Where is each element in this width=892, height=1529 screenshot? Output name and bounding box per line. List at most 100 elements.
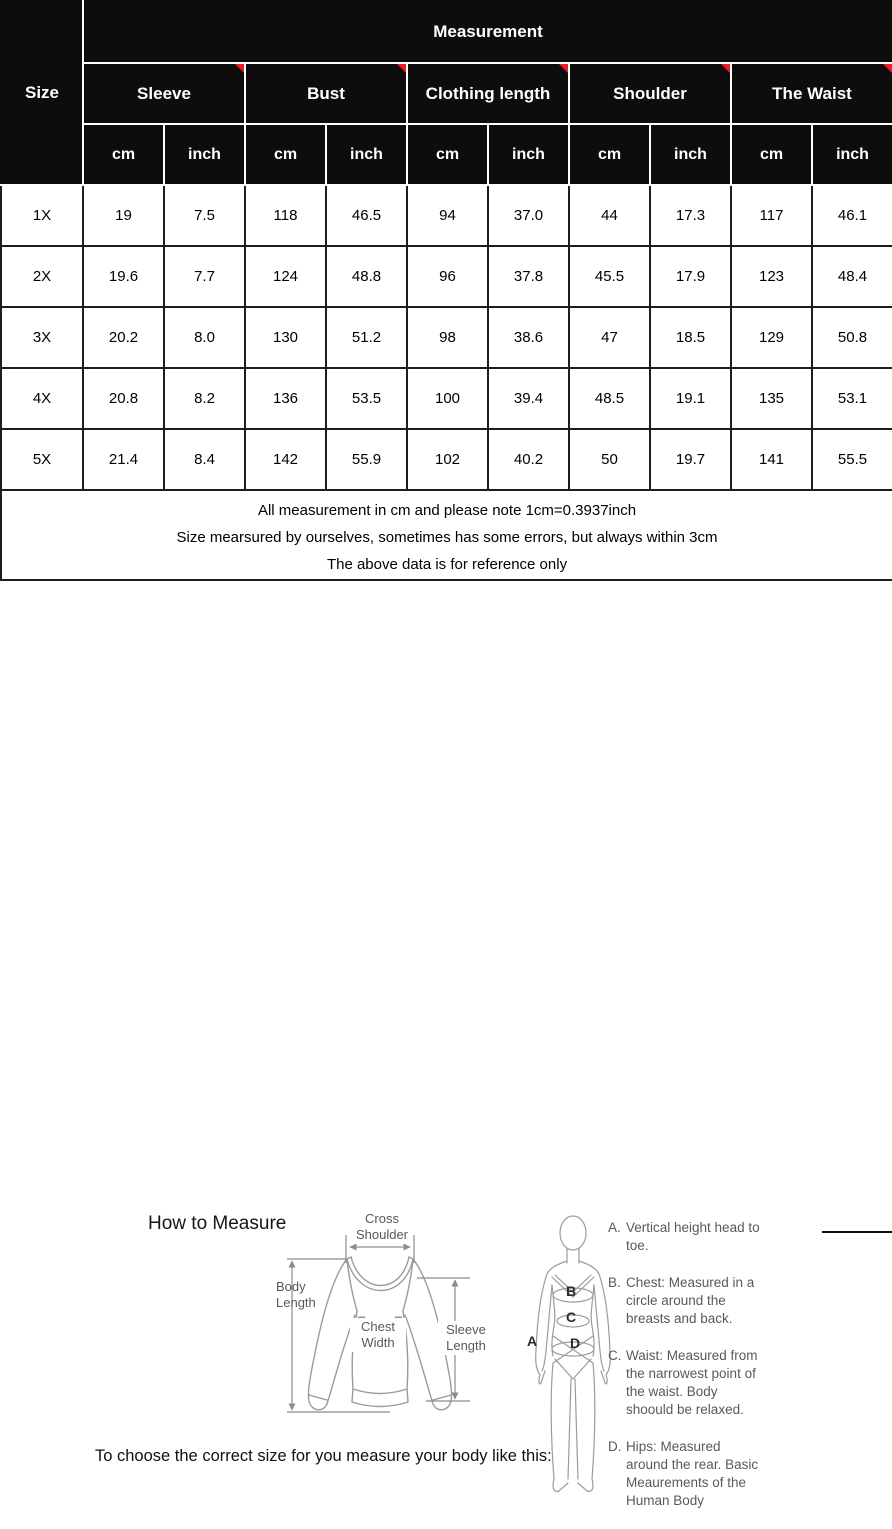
group-header-bust: Bust	[244, 62, 408, 125]
instruction-letter: B.	[608, 1275, 621, 1290]
value-cell: 48.4	[810, 245, 892, 308]
value-cell: 19.6	[82, 245, 165, 308]
unit-header-inch: inch	[163, 123, 246, 186]
instruction-item-d: D. Hips: Measured around the rear. Basic…	[608, 1438, 764, 1510]
guide-title: How to Measure	[148, 1213, 287, 1234]
table-row-3x: 3X 20.2 8.0 130 51.2 98 38.6 47 18.5 129…	[0, 306, 892, 369]
value-cell: 7.5	[163, 184, 246, 247]
value-cell: 18.5	[649, 306, 732, 369]
size-cell: 5X	[0, 428, 84, 491]
value-cell: 45.5	[568, 245, 651, 308]
marker-b: B	[566, 1283, 577, 1299]
size-cell: 4X	[0, 367, 84, 430]
marker-a: A	[527, 1333, 538, 1349]
value-cell: 39.4	[487, 367, 570, 430]
value-cell: 142	[244, 428, 327, 491]
unit-header-inch: inch	[649, 123, 732, 186]
marker-d: D	[570, 1335, 581, 1351]
value-cell: 129	[730, 306, 813, 369]
value-cell: 141	[730, 428, 813, 491]
size-chart-table: Size Measurement Sleeve Bust Clothing le…	[0, 0, 892, 581]
value-cell: 40.2	[487, 428, 570, 491]
value-cell: 19.7	[649, 428, 732, 491]
size-cell: 1X	[0, 184, 84, 247]
note-line: Size mearsured by ourselves, sometimes h…	[176, 529, 718, 546]
instruction-item-c: C. Waist: Measured from the narrowest po…	[608, 1347, 764, 1419]
cross-shoulder-label: Cross Shoulder	[355, 1211, 409, 1242]
group-label: Clothing length	[425, 83, 551, 103]
marker-c: C	[566, 1309, 577, 1325]
value-cell: 124	[244, 245, 327, 308]
note-line: The above data is for reference only	[326, 556, 568, 573]
how-to-measure-section: How to Measure	[0, 581, 892, 1508]
table-row-4x: 4X 20.8 8.2 136 53.5 100 39.4 48.5 19.1 …	[0, 367, 892, 430]
table-row-2x: 2X 19.6 7.7 124 48.8 96 37.8 45.5 17.9 1…	[0, 245, 892, 308]
instruction-item-a: A. Vertical height head to toe.	[608, 1219, 764, 1255]
value-cell: 118	[244, 184, 327, 247]
unit-header-cm: cm	[568, 123, 651, 186]
value-cell: 53.5	[325, 367, 408, 430]
value-cell: 38.6	[487, 306, 570, 369]
unit-header-inch: inch	[487, 123, 570, 186]
value-cell: 20.2	[82, 306, 165, 369]
sleeve-length-label: Sleeve Length	[438, 1321, 494, 1355]
body-length-label: Body Length	[276, 1279, 316, 1310]
value-cell: 53.1	[810, 367, 892, 430]
group-label: The Waist	[772, 83, 852, 103]
comment-corner-icon	[559, 64, 568, 73]
instruction-text: Chest: Measured in a circle around the b…	[626, 1275, 755, 1326]
guide-footer-text: To choose the correct size for you measu…	[95, 1447, 552, 1465]
value-cell: 17.9	[649, 245, 732, 308]
group-label: Sleeve	[137, 83, 191, 103]
table-row-1x: 1X 19 7.5 118 46.5 94 37.0 44 17.3 117 4…	[0, 184, 892, 247]
group-header-sleeve: Sleeve	[82, 62, 246, 125]
divider-line	[822, 1231, 892, 1233]
group-header-the-waist: The Waist	[729, 62, 892, 125]
value-cell: 19	[82, 184, 165, 247]
value-cell: 37.8	[487, 245, 570, 308]
unit-header-cm: cm	[406, 123, 489, 186]
unit-header-inch: inch	[810, 123, 892, 186]
instruction-text: Waist: Measured from the narrowest point…	[626, 1348, 758, 1417]
instruction-letter: C.	[608, 1348, 622, 1363]
unit-header-cm: cm	[82, 123, 165, 186]
value-cell: 135	[730, 367, 813, 430]
value-cell: 98	[406, 306, 489, 369]
size-column-header: Size	[0, 0, 84, 186]
value-cell: 19.1	[649, 367, 732, 430]
table-row-5x: 5X 21.4 8.4 142 55.9 102 40.2 50 19.7 14…	[0, 428, 892, 491]
unit-header-cm: cm	[244, 123, 327, 186]
instruction-letter: A.	[608, 1220, 621, 1235]
measurement-header: Measurement	[81, 0, 892, 64]
value-cell: 7.7	[163, 245, 246, 308]
value-cell: 46.1	[810, 184, 892, 247]
comment-corner-icon	[397, 64, 406, 73]
group-header-shoulder: Shoulder	[568, 62, 732, 125]
value-cell: 48.8	[325, 245, 408, 308]
unit-header-inch: inch	[325, 123, 408, 186]
comment-corner-icon	[235, 64, 244, 73]
value-cell: 46.5	[325, 184, 408, 247]
value-cell: 117	[730, 184, 813, 247]
notes-block: All measurement in cm and please note 1c…	[0, 489, 892, 581]
group-label: Shoulder	[613, 83, 687, 103]
value-cell: 8.2	[163, 367, 246, 430]
group-label: Bust	[307, 83, 345, 103]
unit-header-cm: cm	[730, 123, 813, 186]
instruction-letter: D.	[608, 1439, 622, 1454]
value-cell: 47	[568, 306, 651, 369]
chest-width-label: Chest Width	[350, 1318, 406, 1352]
instruction-text: Hips: Measured around the rear. Basic Me…	[626, 1439, 759, 1508]
instruction-item-b: B. Chest: Measured in a circle around th…	[608, 1274, 764, 1328]
notes-row: All measurement in cm and please note 1c…	[0, 489, 892, 581]
comment-corner-icon	[883, 64, 892, 73]
value-cell: 136	[244, 367, 327, 430]
value-cell: 8.4	[163, 428, 246, 491]
value-cell: 8.0	[163, 306, 246, 369]
size-cell: 2X	[0, 245, 84, 308]
value-cell: 44	[568, 184, 651, 247]
value-cell: 100	[406, 367, 489, 430]
value-cell: 102	[406, 428, 489, 491]
value-cell: 51.2	[325, 306, 408, 369]
value-cell: 17.3	[649, 184, 732, 247]
